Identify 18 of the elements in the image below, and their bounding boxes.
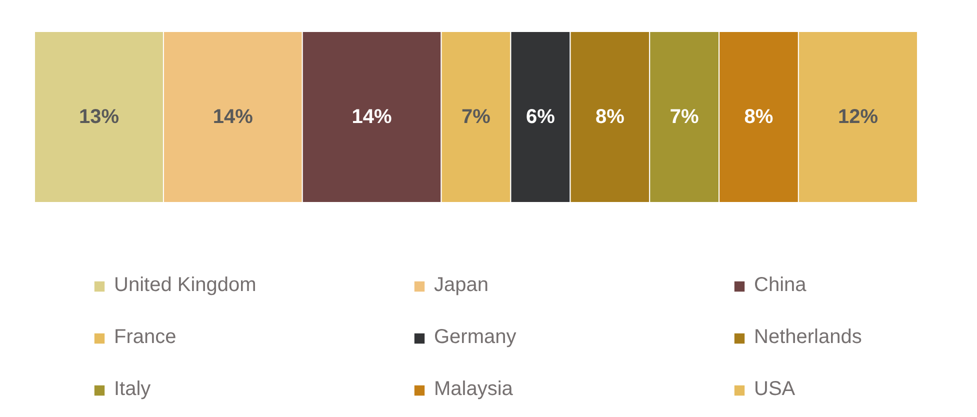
legend-label: China <box>754 274 808 297</box>
data-label: 8% <box>744 106 774 128</box>
legend-label: Germany <box>434 326 518 349</box>
legend-label: USA <box>754 378 796 401</box>
data-label: 14% <box>352 106 392 128</box>
data-label: 7% <box>462 106 491 128</box>
data-label: 14% <box>212 106 254 128</box>
data-label: 13% <box>78 106 120 128</box>
data-label: 6% <box>526 106 556 128</box>
data-label: 8% <box>595 106 625 128</box>
legend-label: Malaysia <box>434 378 514 401</box>
legend-label: France <box>114 326 178 349</box>
legend-label: Netherlands <box>754 326 863 349</box>
data-label: 12% <box>838 106 878 128</box>
legend-label: United Kingdom <box>114 274 258 297</box>
legend-label: Japan <box>434 274 490 297</box>
legend-label: Italy <box>114 378 152 401</box>
data-label: 7% <box>670 106 700 128</box>
